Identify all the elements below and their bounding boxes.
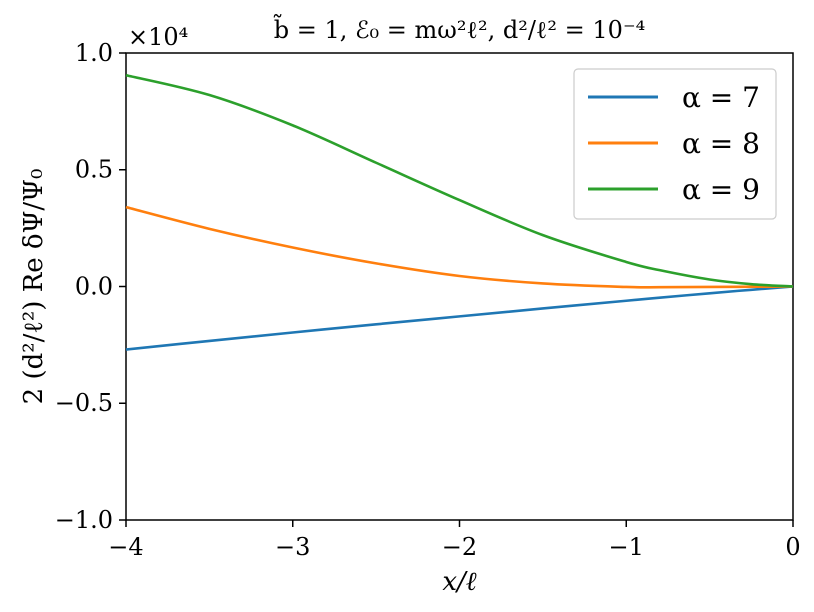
x-axis: −4 −3 −2 −1 0 x/ℓ <box>108 520 801 597</box>
y-axis: −1.0 −0.5 0.0 0.5 1.0 2 (d²/ℓ²) Re δΨ/Ψ₀… <box>19 23 188 534</box>
series-line-0 <box>125 285 794 351</box>
series-line-2 <box>125 73 794 288</box>
series-layer <box>125 73 794 351</box>
x-tick-label: −3 <box>275 533 310 561</box>
y-offset-text: ×10⁴ <box>128 23 188 51</box>
x-tick-label: 0 <box>785 533 800 561</box>
x-tick-label: −4 <box>108 533 143 561</box>
y-tick-label: −0.5 <box>55 389 113 417</box>
legend-label-alpha-8: α = 8 <box>682 127 760 160</box>
legend-box <box>573 68 777 220</box>
legend: α = 7 α = 8 α = 9 <box>573 68 777 220</box>
x-axis-label: x/ℓ <box>442 567 476 597</box>
y-tick-label: 0.0 <box>75 273 113 301</box>
y-tick-label: −1.0 <box>55 506 113 534</box>
legend-label-alpha-9: α = 9 <box>682 173 760 206</box>
y-tick-label: 0.5 <box>75 156 113 184</box>
series-line-1 <box>125 205 794 289</box>
y-axis-label: 2 (d²/ℓ²) Re δΨ/Ψ₀ <box>19 169 49 405</box>
x-tick-label: −1 <box>609 533 644 561</box>
x-tick-label: −2 <box>442 533 477 561</box>
legend-label-alpha-7: α = 7 <box>682 81 760 114</box>
chart-title: b̃ = 1, ℰ₀ = mω²ℓ², d²/ℓ² = 10⁻⁴ <box>274 13 646 44</box>
y-tick-label: 1.0 <box>75 39 113 67</box>
